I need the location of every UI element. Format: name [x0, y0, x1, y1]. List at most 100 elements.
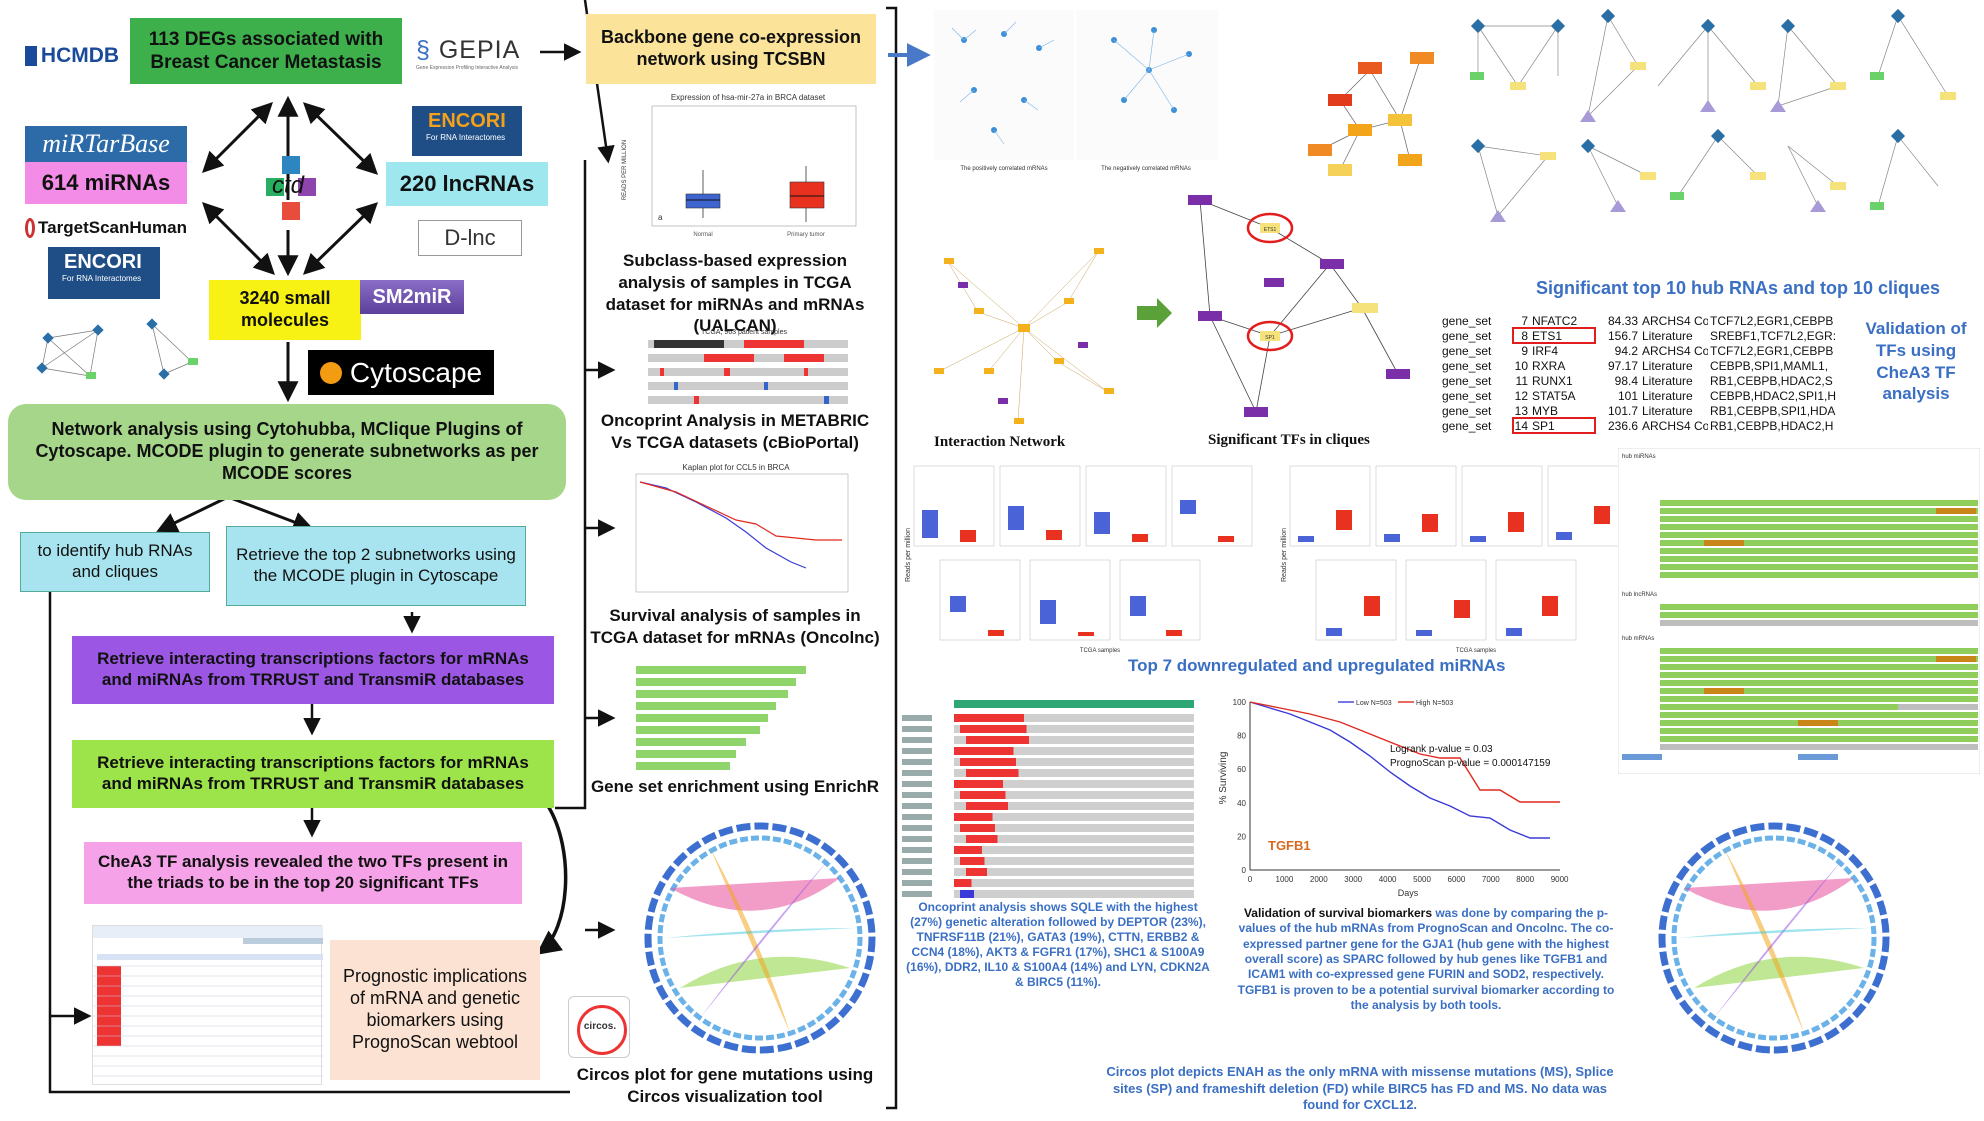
km-xtick: 6000 [1448, 875, 1466, 884]
hcmdb-label: HCMDB [40, 44, 120, 67]
arrow-diag-3 [202, 202, 275, 275]
oncoprint-alteration [954, 714, 1024, 722]
oncoprint-alteration [966, 868, 987, 876]
tf-cell-set: gene_set [1442, 329, 1492, 343]
line-middle-bus [555, 160, 587, 810]
km-middle: Kaplan plot for CCL5 in BRCA [635, 463, 849, 593]
oncoprint-alteration [960, 791, 1006, 799]
km-xtick: 1000 [1276, 875, 1294, 884]
tf-cell-set: gene_set [1442, 419, 1492, 433]
tf-cell-lib: Literature [1642, 329, 1693, 343]
heat-header-mrna: hub mRNAs [1622, 636, 1654, 642]
oncoprint-track [954, 736, 1194, 744]
ualcan-x-normal: Normal [693, 232, 712, 238]
km-legend-low: Low N=503 [1356, 700, 1392, 707]
oncoprint-gene-label [902, 748, 932, 754]
prognoscan-table [93, 926, 323, 1077]
oncoprint-track [954, 890, 1194, 898]
km-xtick: 4000 [1379, 875, 1397, 884]
tf-cell-genes: CEBPB,HDAC2,SPI1,H [1710, 389, 1837, 403]
oncoprint-alteration [966, 736, 1029, 744]
oncoprint-track [954, 846, 1194, 854]
clique-node-sp1: SP1 [1265, 335, 1275, 341]
oncoprint-alteration [954, 846, 982, 854]
circos-middle [644, 822, 876, 1054]
cliques-panel [1470, 8, 1956, 222]
gepia-sub: Gene Expression Profiling Interactive An… [416, 65, 518, 71]
interaction-network-label: Interaction Network [934, 434, 1066, 450]
ctd-label: ctd [272, 172, 305, 199]
targetscan-logo: TargetScanHuman [25, 213, 187, 243]
small-molecules-label: 3240 small molecules [239, 288, 331, 330]
circos-logo: circos. [568, 996, 630, 1058]
oncoprint-alteration [954, 813, 993, 821]
oncoprint-gene-label [902, 803, 932, 809]
significant-tfs-label: Significant TFs in cliques [1208, 432, 1370, 448]
subnetworks-label: Retrieve the top 2 subnetworks using the… [236, 545, 516, 585]
green-arrow [1137, 298, 1172, 328]
chea3-box: CheA3 TF analysis revealed the two TFs p… [84, 842, 522, 904]
neg-label: The negatively correlated mRNAs [1101, 166, 1191, 172]
oncoprint-track [954, 791, 1194, 799]
gepia-logo: § GEPIA Gene Expression Profiling Intera… [416, 36, 538, 78]
ualcan-caption: Subclass-based expression analysis of sa… [605, 251, 865, 336]
oncoprint-gene-label [902, 814, 932, 820]
enrichr-caption: Gene set enrichment using EnrichR [590, 777, 880, 796]
tf-cell-genes: TCF7L2,EGR1,CEBPB [1710, 344, 1834, 358]
oncoprint-alteration [960, 890, 974, 898]
oncoprint-track [954, 868, 1194, 876]
km-prognoscan: PrognoScan p-value = 0.000147159 [1390, 758, 1551, 769]
coexpression-networks: The positively correlated mRNAs The nega… [934, 10, 1218, 172]
prognoscan-table-thumb [92, 925, 323, 1085]
tf-green-box: Retrieve interacting transcriptions fact… [72, 740, 554, 808]
survival-caption: Survival analysis of samples in TCGA dat… [590, 606, 880, 647]
encori-left-sub: For RNA Interactomes [62, 274, 142, 283]
cytoscape-logo: Cytoscape [308, 350, 494, 395]
mirna-title-text: Top 7 downregulated and upregulated miRN… [1128, 656, 1506, 675]
oncoprint-track [954, 714, 1194, 722]
tf-table-row: gene_set 8 ETS1 156.7 Literature SREBF1,TCF7L… [1440, 327, 1848, 344]
tf-cell-rank: 12 [1514, 389, 1528, 403]
oncoprint-track [954, 879, 1194, 887]
tf-table-row: gene_set 10 RXRA 97.17 Literature CEBPB,SPI1,… [1440, 359, 1848, 373]
tf-cell-tf: IRF4 [1532, 344, 1559, 358]
oncoprint-alteration [966, 802, 1008, 810]
km-xtick: 0 [1248, 875, 1253, 884]
tf-cell-tf: RUNX1 [1532, 374, 1573, 388]
tf-cell-rank: 10 [1514, 359, 1528, 373]
circos-right-caption-text: Circos plot depicts ENAH as the only mRN… [1106, 1064, 1614, 1113]
oncoprint-track [954, 758, 1194, 766]
line-hub-down [48, 592, 570, 1094]
oncoprint-gene-label [902, 737, 932, 743]
lncrnas-label: 220 lncRNAs [399, 170, 535, 196]
tf-cell-score: 156.7 [1607, 329, 1638, 343]
tf-cell-lib: Literature [1642, 404, 1693, 418]
oncoprint-track [954, 857, 1194, 865]
hub-box: to identify hub RNAs and cliques [20, 532, 210, 592]
tf-cell-set: gene_set [1442, 359, 1492, 373]
arrow-network-sub [227, 495, 314, 532]
oncoprint-gene-label [902, 891, 932, 897]
km-ytick: 0 [1242, 866, 1247, 875]
small-molecules-box: 3240 small molecules [209, 280, 361, 340]
oncoprint-middle: TCGA, 963 patient samples [648, 329, 848, 404]
tf-cell-tf: NFATC2 [1532, 314, 1578, 328]
tf-cell-rank: 14 [1514, 419, 1528, 433]
oncoprint-track [954, 780, 1194, 788]
km-xlabel: Days [1398, 888, 1419, 898]
tf-cell-lib: ARCHS4 Co [1642, 314, 1708, 328]
tf-cell-rank: 13 [1514, 404, 1528, 418]
oncoprint-title: TCGA, 963 patient samples [701, 329, 787, 336]
tf-cell-tf: ETS1 [1532, 329, 1563, 343]
prognostic-box: Prognostic implications of mRNA and gene… [330, 940, 540, 1080]
mirna-down-xlabel: TCGA samples [1080, 648, 1120, 654]
hub-cliques-title-text: Significant top 10 hub RNAs and top 10 c… [1536, 278, 1941, 298]
oncoprint-gene-label [902, 858, 932, 864]
circos-right-caption: Circos plot depicts ENAH as the only mRN… [1100, 1064, 1620, 1114]
tf-cell-score: 98.4 [1614, 374, 1638, 388]
km-legend-high: High N=503 [1416, 700, 1453, 707]
tf-cell-genes: TCF7L2,EGR1,CEBPB [1710, 314, 1834, 328]
hub-label: to identify hub RNAs and cliques [37, 541, 193, 581]
subnetworks-box: Retrieve the top 2 subnetworks using the… [226, 526, 526, 606]
oncoprint-gene-label [902, 836, 932, 842]
